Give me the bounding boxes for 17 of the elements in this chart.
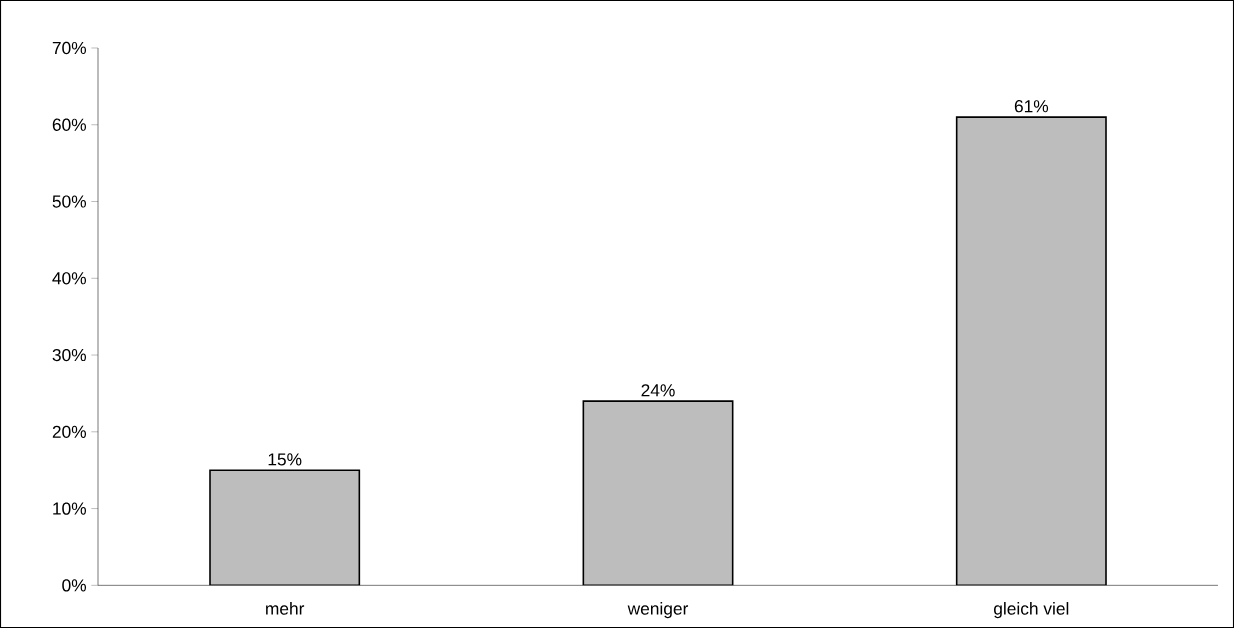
y-tick-label: 40%	[52, 272, 87, 285]
data-label: 24%	[641, 384, 675, 397]
x-tick-label: mehr	[266, 602, 305, 615]
bar	[955, 116, 1107, 586]
data-label: 15%	[268, 453, 302, 466]
bar	[582, 400, 734, 586]
data-label: 61%	[1014, 100, 1049, 113]
y-tick-label: 60%	[52, 118, 87, 131]
y-tick-label: 50%	[52, 195, 87, 208]
bar	[209, 469, 361, 586]
y-tick-label: 30%	[52, 348, 87, 362]
y-tick-label: 20%	[52, 425, 87, 438]
x-tick-label: gleich viel	[994, 602, 1069, 619]
y-tick-label: 10%	[53, 502, 87, 515]
y-tick-label: 0%	[62, 579, 87, 592]
x-tick-label: weniger	[627, 602, 689, 619]
y-tick-label: 70%	[52, 41, 87, 55]
